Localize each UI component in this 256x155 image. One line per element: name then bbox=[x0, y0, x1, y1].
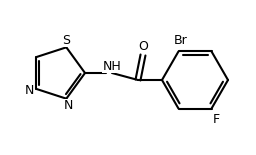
Text: N: N bbox=[25, 84, 34, 97]
Text: O: O bbox=[138, 40, 148, 53]
Text: NH: NH bbox=[103, 60, 121, 73]
Text: S: S bbox=[62, 34, 70, 47]
Text: Br: Br bbox=[174, 34, 187, 47]
Text: N: N bbox=[64, 99, 73, 112]
Text: F: F bbox=[213, 113, 220, 126]
